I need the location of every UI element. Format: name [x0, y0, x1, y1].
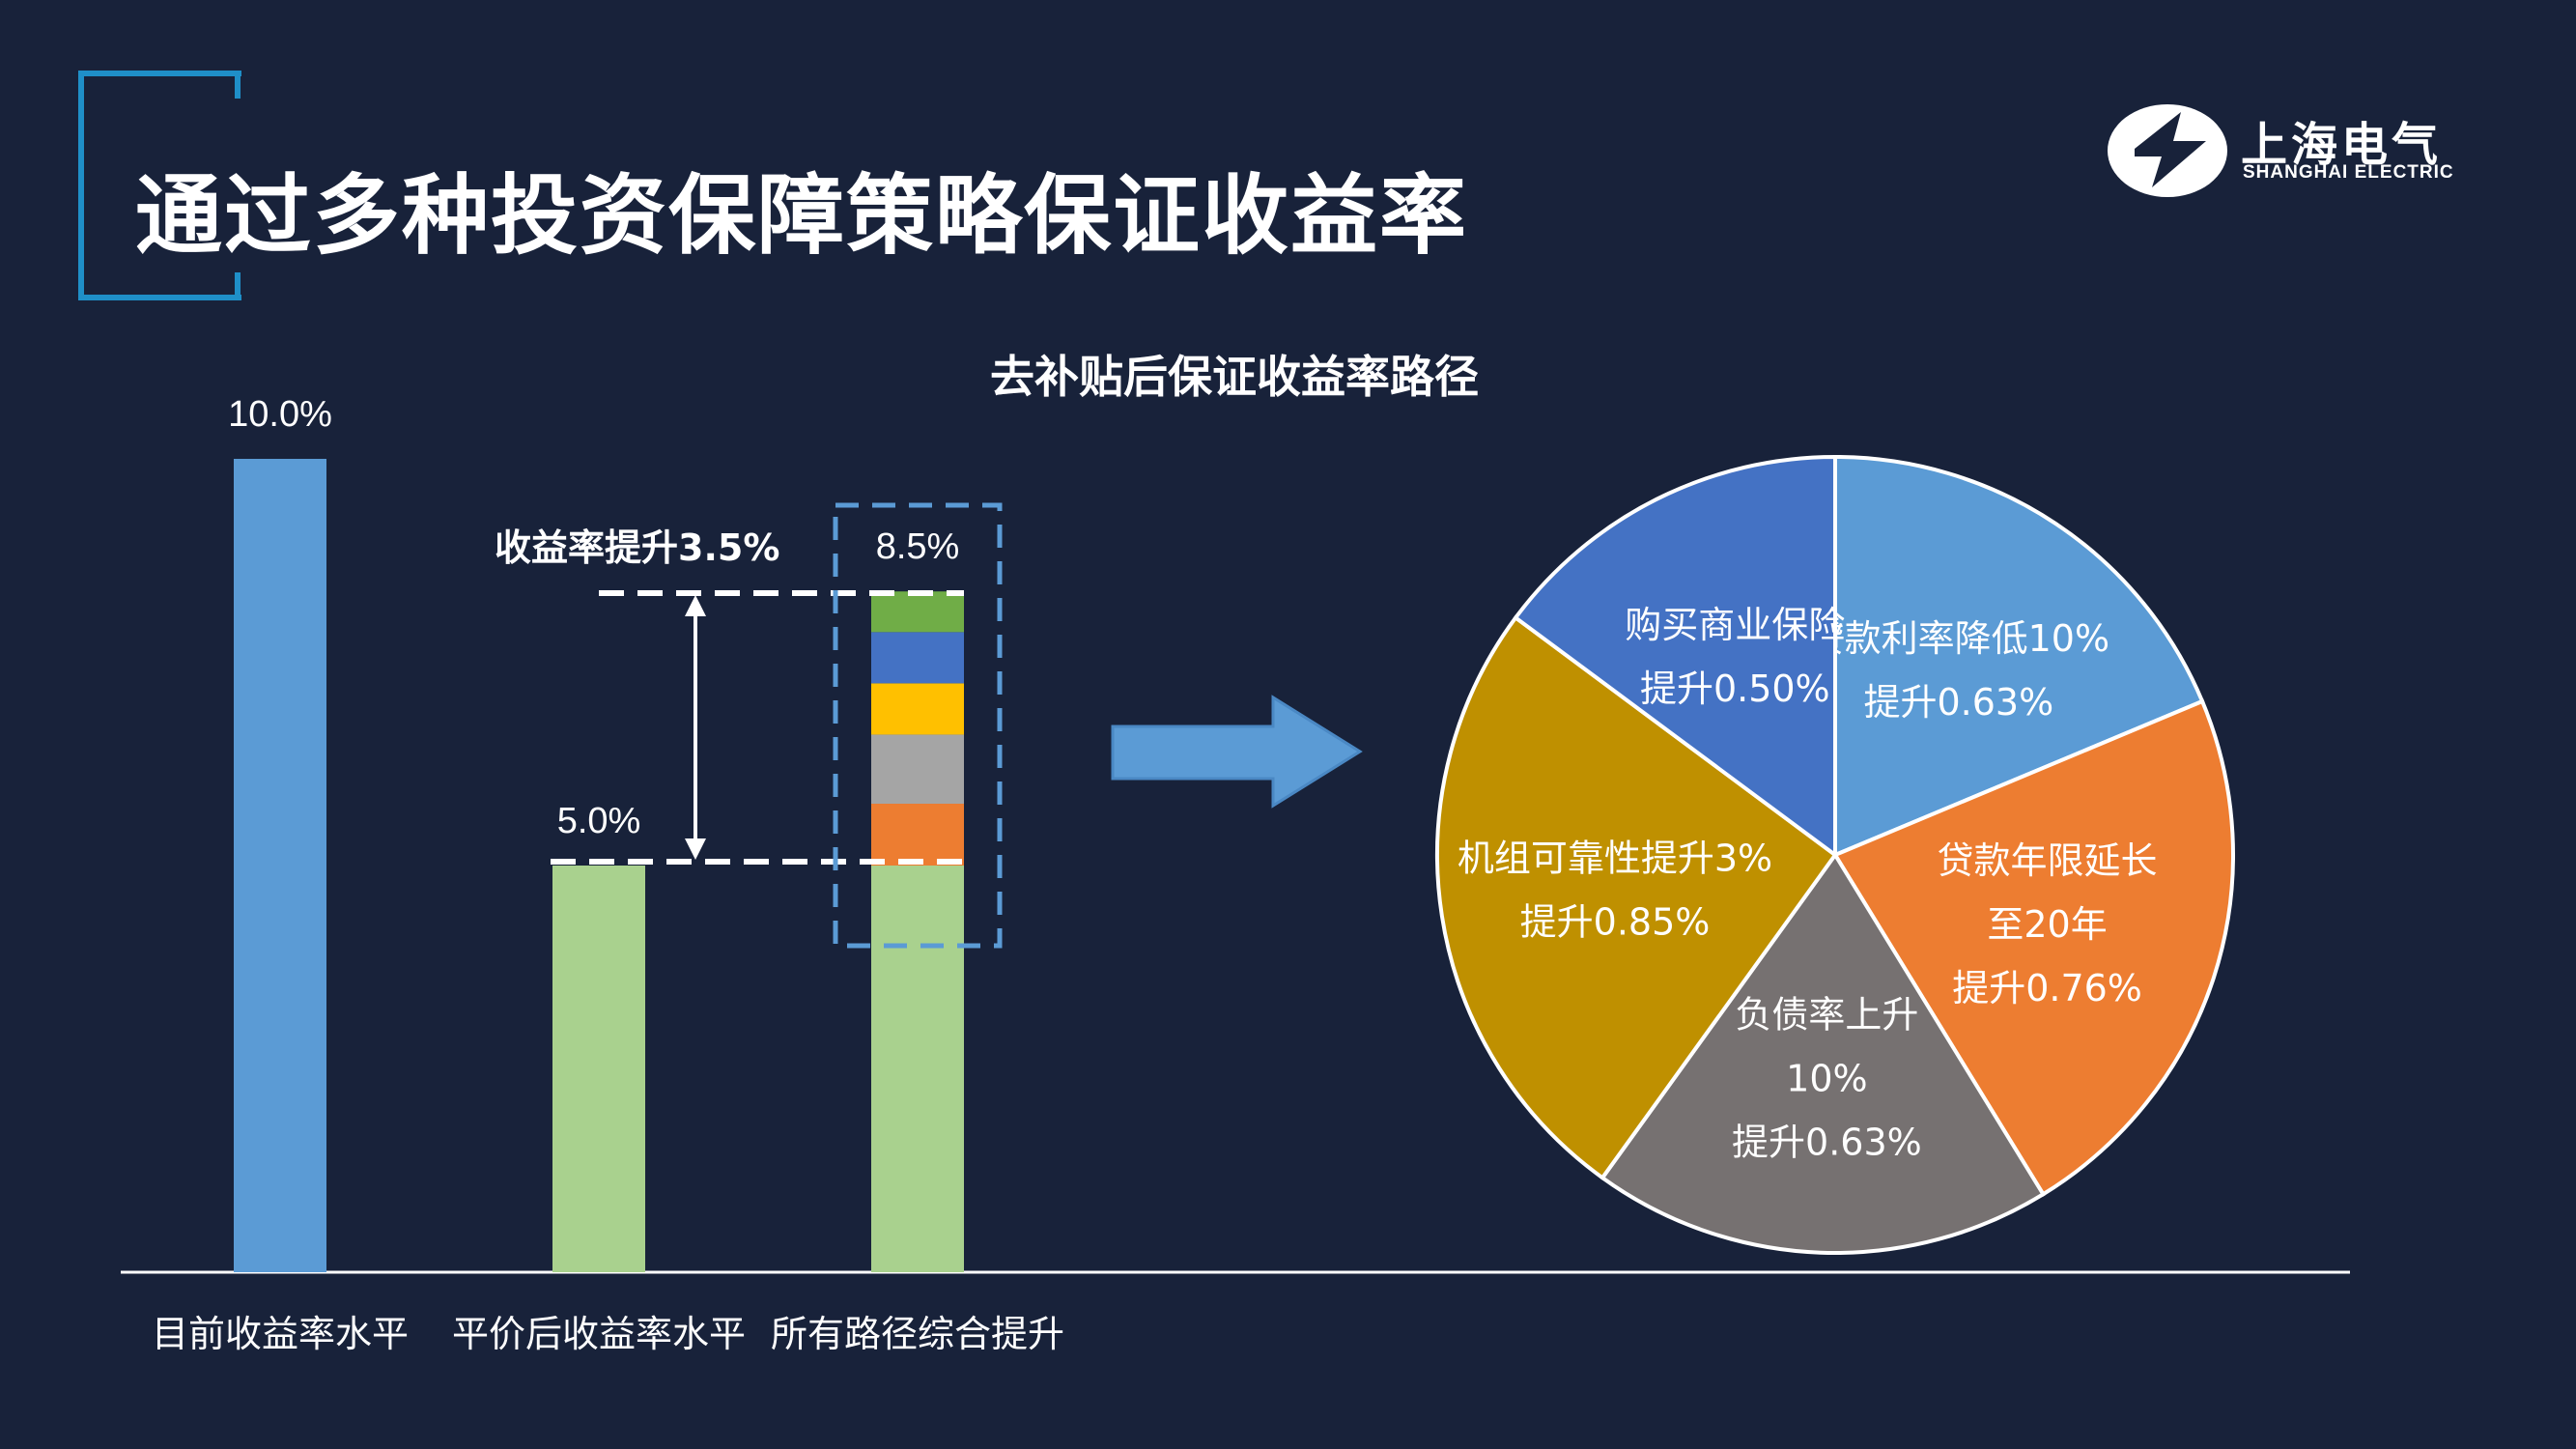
pie-chart-title: 去补贴后保证收益率路径 — [990, 351, 1479, 403]
pie-slice-label: 购买商业保险 — [1625, 604, 1845, 646]
bar-value-label: 8.5% — [876, 526, 960, 567]
bar-value-label: 10.0% — [228, 394, 332, 435]
lightning-logo-icon — [2108, 104, 2227, 197]
pie-slice-label: 提升0.50% — [1640, 668, 1830, 710]
pie-slice-label: 提升0.63% — [1732, 1122, 1922, 1164]
pie-slice-label: 10% — [1786, 1058, 1867, 1100]
bar-chart: 10.0% 目前收益率水平 5.0% 平价后收益率水平 8.5% 所有路径综合提升 — [152, 394, 1064, 1355]
shanghai-electric-logo: 上海电气 SHANGHAI ELECTRIC — [2106, 93, 2492, 209]
bar-segment — [552, 866, 645, 1272]
right-arrow-icon — [1111, 695, 1363, 809]
pie-slice-label: 贷款利率降低10% — [1808, 617, 2109, 660]
pie-slice-label: 提升0.85% — [1520, 900, 1711, 943]
pie-slice-label: 至20年 — [1987, 903, 2107, 946]
bar-segment — [871, 632, 964, 684]
pie-slice-label: 提升0.76% — [1952, 967, 2142, 1009]
bar-segment — [234, 459, 326, 1272]
category-label: 所有路径综合提升 — [771, 1313, 1064, 1355]
pie-slice-label: 机组可靠性提升3% — [1458, 837, 1772, 879]
bar-segment — [871, 866, 964, 1272]
bar-segment — [871, 804, 964, 866]
pie-slice-label: 提升0.63% — [1863, 681, 2053, 724]
bar-segment — [871, 683, 964, 735]
logo-english-text: SHANGHAI ELECTRIC — [2243, 162, 2454, 183]
logo-chinese-text: 上海电气 — [2241, 118, 2443, 172]
bar-segment — [871, 591, 964, 633]
title-bracket — [78, 71, 241, 300]
increase-annotation: 收益率提升3.5% — [495, 526, 779, 569]
bar-segment — [871, 734, 964, 805]
increase-arrow — [685, 595, 706, 860]
category-label: 目前收益率水平 — [152, 1313, 409, 1355]
page-title: 通过多种投资保障策略保证收益率 — [135, 165, 1468, 267]
pie-slice — [1435, 614, 1838, 1181]
bar-value-label: 5.0% — [557, 801, 641, 841]
pie-slice-label: 贷款年限延长 — [1938, 839, 2158, 882]
pie-slice-label: 负债率上升 — [1735, 994, 1918, 1037]
pie-slice — [1599, 851, 2047, 1255]
highlight-box — [833, 502, 1003, 949]
pie-slice — [1832, 698, 2235, 1197]
pie-slice — [1833, 454, 2205, 859]
pie-slice — [1513, 454, 1837, 859]
category-label: 平价后收益率水平 — [452, 1313, 746, 1355]
